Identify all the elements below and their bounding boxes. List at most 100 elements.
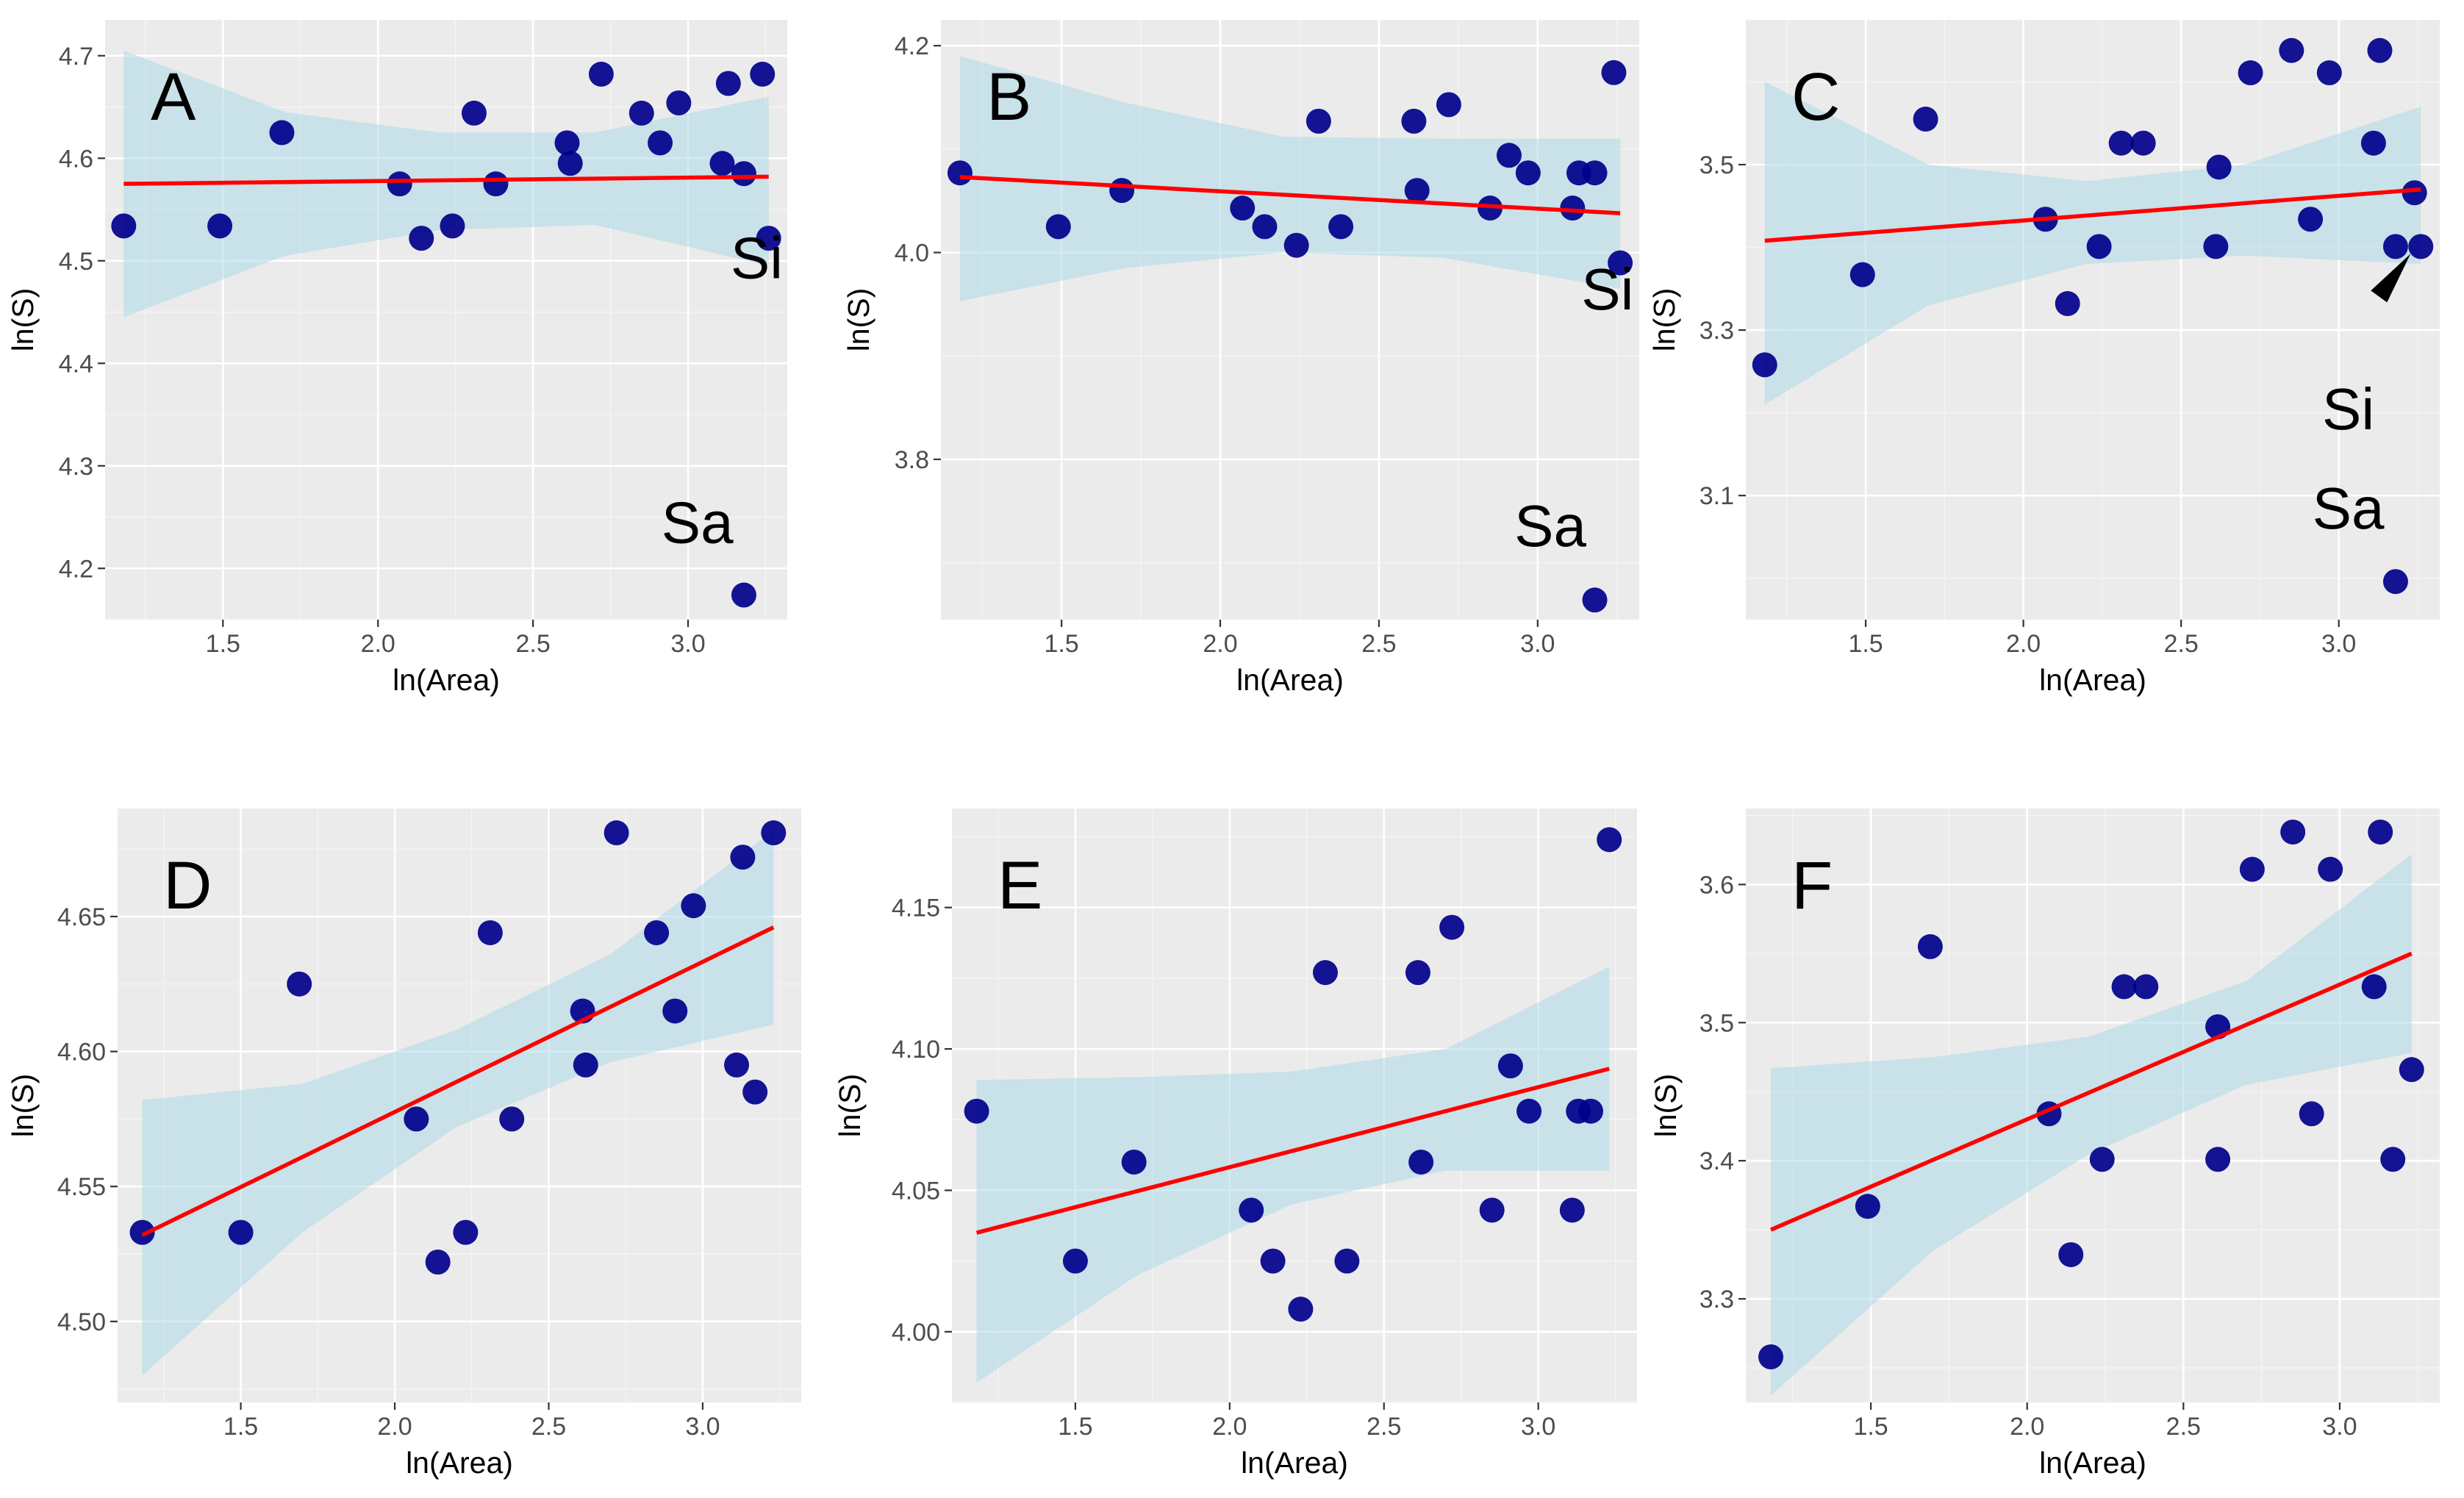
panel-b-y-axis-title: ln(S) — [842, 288, 875, 352]
panel-c-x-tick-label: 1.5 — [1848, 630, 1883, 658]
panel-d-y-tick-label: 4.65 — [57, 903, 106, 931]
panel-a-data-point — [756, 226, 781, 251]
panel-a-x-tick-label: 1.5 — [206, 630, 240, 658]
panel-f-data-point — [2089, 1147, 2115, 1172]
panel-a: 1.5 2.0 2.5 3.0 4.2 4.3 4.4 4.5 4.6 4.7 A Si Sa ln(Ar… — [6, 20, 787, 697]
panel-c-data-point — [2382, 569, 2408, 595]
panel-d-data-point — [477, 920, 503, 945]
panel-e-data-point — [1578, 1098, 1604, 1124]
panel-c-data-point — [2382, 234, 2408, 259]
panel-c-annotation-arrow — [2371, 254, 2411, 303]
panel-b-confidence-band — [959, 56, 1621, 301]
panel-e-data-point — [1239, 1197, 1264, 1223]
panel-a-label: A — [151, 60, 196, 135]
panel-d-data-point — [404, 1106, 429, 1132]
panel-c-data-point — [2238, 60, 2263, 86]
panel-e-x-tick-label: 2.5 — [1367, 1413, 1401, 1441]
panel-a-y-tick-label: 4.6 — [59, 145, 93, 173]
panel-c-data-point — [2203, 234, 2229, 259]
panel-e-y-tick-label: 4.10 — [892, 1036, 940, 1064]
panel-e-label: E — [998, 848, 1042, 923]
panel-c-y-axis-title: ln(S) — [1647, 288, 1681, 352]
panel-b-data-point — [1230, 196, 1256, 221]
panel-b-annotation-si: Si — [1581, 257, 1633, 322]
panel-d-y-tick-label: 4.55 — [57, 1173, 106, 1201]
panel-d: 1.5 2.0 2.5 3.0 4.50 4.55 4.60 4.65 Dln(Area) ln(… — [6, 809, 801, 1480]
panel-e-data-point — [1408, 1149, 1434, 1175]
panel-a-data-point — [269, 120, 295, 146]
panel-f-regression-line — [1769, 951, 2413, 1232]
panel-f-data-point — [1917, 933, 1943, 959]
panel-d-data-point — [742, 1079, 768, 1105]
panel-f-x-tick-label: 1.5 — [1853, 1413, 1888, 1441]
panel-a-data-point — [715, 71, 741, 96]
panel-a-x-tick-label: 2.0 — [361, 630, 395, 658]
panel-e-x-axis-title: ln(Area) — [1241, 1446, 1348, 1480]
panel-c-data-point — [2360, 130, 2386, 156]
panel-f-y-tick-label: 3.6 — [1700, 871, 1734, 899]
panel-d-confidence-band — [142, 830, 774, 1376]
panel-e-data-point — [1062, 1248, 1088, 1274]
panel-f-data-point — [1758, 1344, 1784, 1369]
panel-d-data-point — [129, 1219, 155, 1245]
panel-e-data-point — [1497, 1053, 1523, 1079]
panel-f-data-point — [2380, 1147, 2406, 1172]
panel-f-data-point — [2399, 1057, 2424, 1083]
panel-e-x-tick-label: 1.5 — [1058, 1413, 1092, 1441]
panel-f-data-point — [2058, 1241, 2084, 1267]
panel-c-data-point — [2279, 37, 2304, 63]
panel-a-y-tick-label: 4.4 — [59, 350, 93, 378]
panel-f-label: F — [1791, 848, 1833, 923]
panel-c-y-tick-label: 3.3 — [1700, 317, 1734, 345]
panel-c-x-tick-label: 2.0 — [2006, 630, 2041, 658]
panel-b-label: B — [986, 60, 1031, 135]
panel-a-data-point — [666, 90, 692, 115]
panel-c-annotation-si: Si — [2322, 376, 2374, 442]
panel-a-y-axis-title: ln(S) — [6, 288, 40, 352]
panel-a-x-axis-title: ln(Area) — [393, 663, 500, 697]
panel-c-x-tick-label: 2.5 — [2164, 630, 2199, 658]
panel-b-data-point — [1560, 196, 1586, 221]
panel-a-data-point — [628, 100, 654, 126]
panel-a-data-point — [440, 213, 465, 239]
panel-c-data-point — [2086, 234, 2112, 259]
panel-b-data-point — [1306, 108, 1331, 134]
panel-a-data-point — [750, 61, 776, 87]
panel-a-y-tick-label: 4.3 — [59, 453, 93, 481]
panel-c-y-tick-label: 3.5 — [1700, 151, 1734, 179]
panel-c-x-axis-title: ln(Area) — [2039, 663, 2146, 697]
panel-a-data-point — [588, 61, 614, 87]
panel-a-data-point — [731, 161, 756, 187]
panel-a-data-point — [387, 171, 412, 197]
panel-b-data-point — [1401, 108, 1427, 134]
panel-a-data-point — [111, 213, 137, 239]
panel-d-data-point — [730, 845, 756, 870]
panel-b-data-point — [1582, 160, 1608, 186]
panel-e-data-point — [1260, 1248, 1286, 1274]
panel-d-x-tick-label: 2.5 — [531, 1413, 566, 1441]
panel-f-confidence-band — [1771, 854, 2412, 1396]
panel-b-data-point — [1515, 160, 1541, 186]
panel-e: 1.5 2.0 2.5 3.0 4.00 4.05 4.10 4.15 Eln(Area) ln(… — [833, 809, 1637, 1480]
panel-a-y-tick-label: 4.2 — [59, 555, 93, 583]
panel-d-data-point — [228, 1219, 254, 1245]
panel-e-y-tick-label: 4.00 — [892, 1319, 940, 1347]
panel-c-data-point — [1849, 262, 1875, 287]
panel-b-y-tick-label: 3.8 — [895, 446, 929, 474]
panel-b-data-point — [1608, 250, 1633, 276]
panel-c-annotation-sa: Sa — [2313, 476, 2385, 541]
panel-e-regression-line — [975, 1067, 1610, 1235]
panel-b-data-point — [1404, 178, 1430, 204]
panel-d-data-point — [453, 1219, 479, 1245]
panel-c-x-tick-label: 3.0 — [2321, 630, 2356, 658]
panel-b-data-point — [1252, 214, 1278, 240]
panel-d-data-point — [425, 1250, 451, 1275]
panel-f-data-point — [2299, 1101, 2324, 1127]
panel-d-data-point — [287, 971, 312, 997]
panel-d-y-tick-label: 4.50 — [57, 1308, 106, 1336]
panel-e-data-point — [1439, 914, 1465, 940]
panel-d-data-point — [681, 893, 706, 919]
panel-f-y-tick-label: 3.3 — [1700, 1286, 1734, 1314]
panel-b: 1.5 2.0 2.5 3.0 3.8 4.0 4.2 B Si Sa ln(Area) ln(S) — [842, 20, 1639, 697]
